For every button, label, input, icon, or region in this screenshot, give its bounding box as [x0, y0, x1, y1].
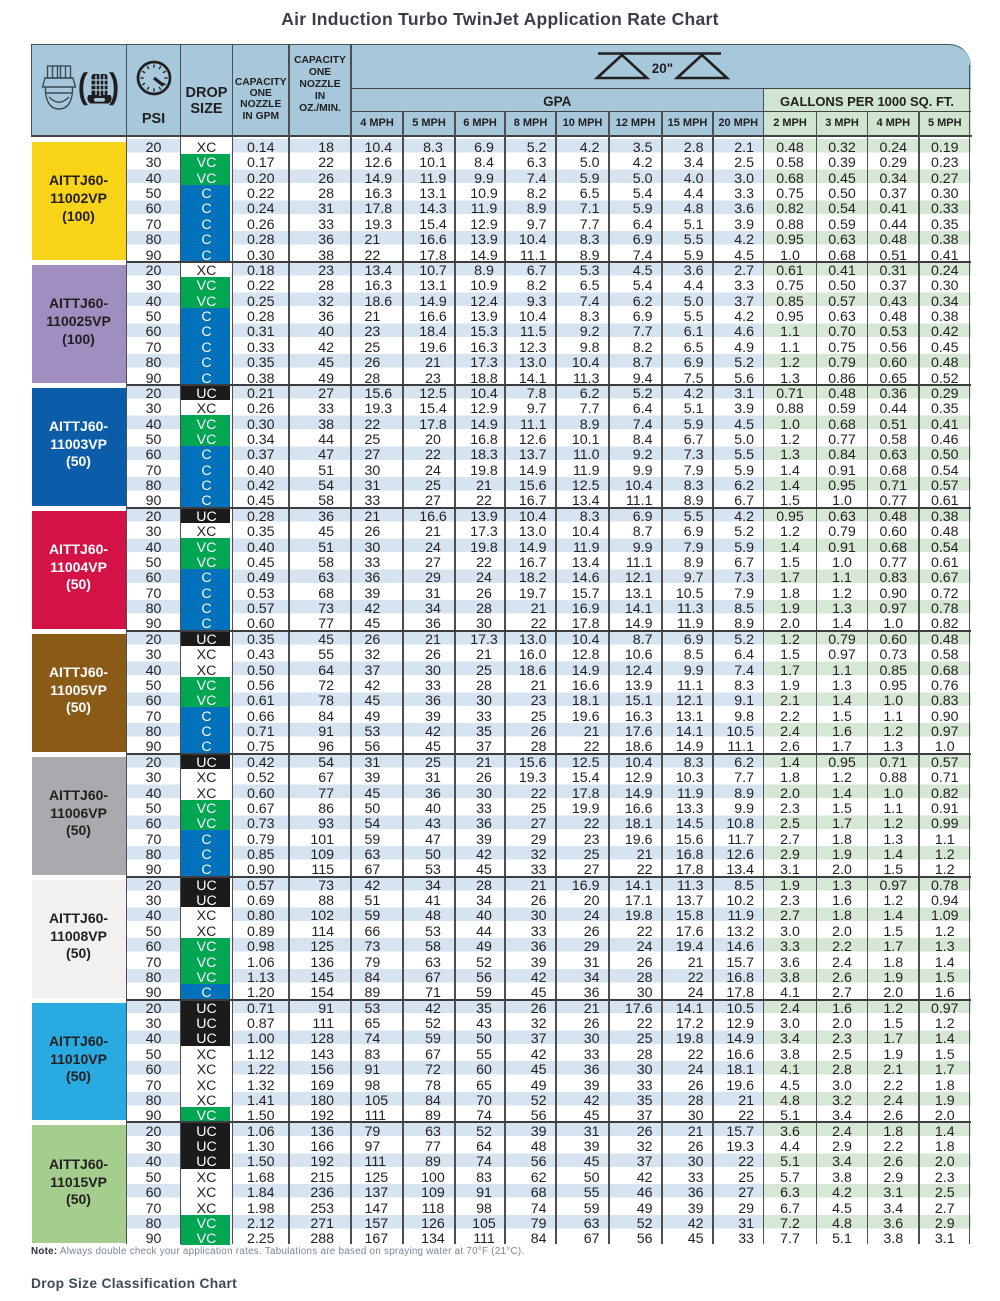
svg-text:20": 20": [652, 61, 673, 76]
